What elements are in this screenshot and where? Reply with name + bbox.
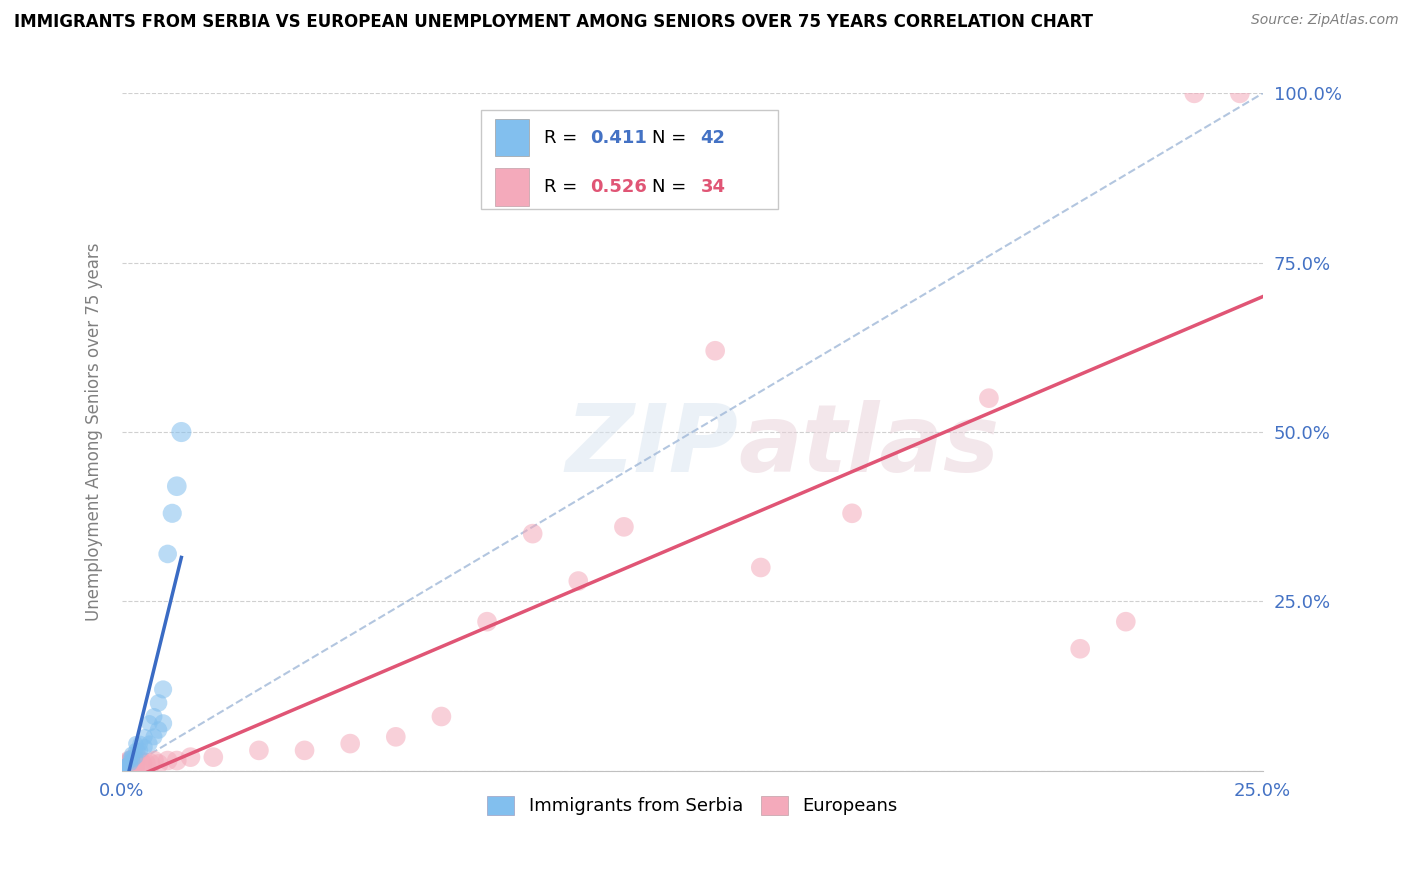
Point: [247, 743, 270, 757]
Point: [339, 737, 361, 751]
Point: [143, 754, 166, 768]
Point: [138, 737, 160, 751]
Point: [1182, 87, 1205, 101]
Point: [125, 743, 148, 757]
Point: [115, 756, 138, 771]
Point: [125, 756, 148, 771]
Point: [112, 760, 135, 774]
Point: [522, 526, 544, 541]
Legend: Immigrants from Serbia, Europeans: Immigrants from Serbia, Europeans: [479, 789, 905, 822]
Text: 42: 42: [700, 128, 725, 147]
Text: 34: 34: [700, 178, 725, 196]
Point: [148, 696, 170, 710]
Text: N =: N =: [652, 128, 692, 147]
Point: [120, 756, 142, 771]
Point: [115, 760, 138, 774]
Point: [115, 756, 138, 771]
Point: [125, 737, 148, 751]
Point: [977, 391, 1000, 405]
Point: [114, 760, 136, 774]
Point: [134, 756, 156, 771]
Point: [749, 560, 772, 574]
Point: [294, 743, 316, 757]
Point: [162, 506, 184, 520]
Point: [430, 709, 453, 723]
Point: [112, 760, 135, 774]
Point: [156, 547, 179, 561]
Point: [114, 760, 136, 774]
Point: [120, 750, 142, 764]
Point: [118, 756, 141, 771]
Point: [115, 756, 138, 771]
Point: [1229, 87, 1251, 101]
Point: [118, 750, 141, 764]
Point: [152, 682, 174, 697]
Point: [143, 709, 166, 723]
Point: [166, 479, 188, 493]
FancyBboxPatch shape: [481, 111, 778, 209]
Point: [125, 750, 148, 764]
Text: 0.411: 0.411: [589, 128, 647, 147]
Point: [120, 756, 142, 771]
Point: [134, 730, 156, 744]
Point: [202, 750, 225, 764]
Point: [704, 343, 727, 358]
Point: [170, 425, 193, 439]
FancyBboxPatch shape: [495, 169, 529, 205]
Point: [115, 756, 138, 771]
Point: [138, 756, 160, 771]
Point: [152, 716, 174, 731]
Point: [613, 520, 636, 534]
Point: [129, 743, 152, 757]
Point: [129, 737, 152, 751]
Point: [115, 760, 138, 774]
Point: [111, 760, 134, 774]
Point: [112, 760, 135, 774]
Point: [118, 754, 141, 768]
Point: [120, 760, 142, 774]
Point: [166, 754, 188, 768]
Point: [138, 716, 160, 731]
Point: [567, 574, 589, 588]
Point: [122, 750, 145, 764]
Point: [841, 506, 863, 520]
Text: IMMIGRANTS FROM SERBIA VS EUROPEAN UNEMPLOYMENT AMONG SENIORS OVER 75 YEARS CORR: IMMIGRANTS FROM SERBIA VS EUROPEAN UNEMP…: [14, 13, 1092, 31]
Point: [148, 723, 170, 737]
Point: [120, 747, 142, 761]
Text: R =: R =: [544, 178, 583, 196]
Point: [127, 743, 149, 757]
Point: [385, 730, 408, 744]
Point: [179, 750, 201, 764]
Point: [129, 756, 152, 771]
Text: N =: N =: [652, 178, 692, 196]
Text: R =: R =: [544, 128, 583, 147]
Text: Source: ZipAtlas.com: Source: ZipAtlas.com: [1251, 13, 1399, 28]
FancyBboxPatch shape: [495, 120, 529, 156]
Point: [475, 615, 498, 629]
Text: 0.526: 0.526: [589, 178, 647, 196]
Point: [115, 760, 138, 774]
Text: atlas: atlas: [738, 400, 1000, 491]
Point: [111, 760, 134, 774]
Point: [148, 756, 170, 771]
Point: [1115, 615, 1137, 629]
Point: [143, 730, 166, 744]
Point: [1069, 641, 1091, 656]
Point: [120, 754, 142, 768]
Point: [112, 760, 135, 774]
Point: [122, 754, 145, 768]
Text: ZIP: ZIP: [565, 400, 738, 491]
Point: [115, 760, 138, 774]
Point: [156, 754, 179, 768]
Point: [114, 760, 136, 774]
Y-axis label: Unemployment Among Seniors over 75 years: Unemployment Among Seniors over 75 years: [86, 243, 103, 621]
Point: [134, 739, 156, 754]
Point: [112, 760, 135, 774]
